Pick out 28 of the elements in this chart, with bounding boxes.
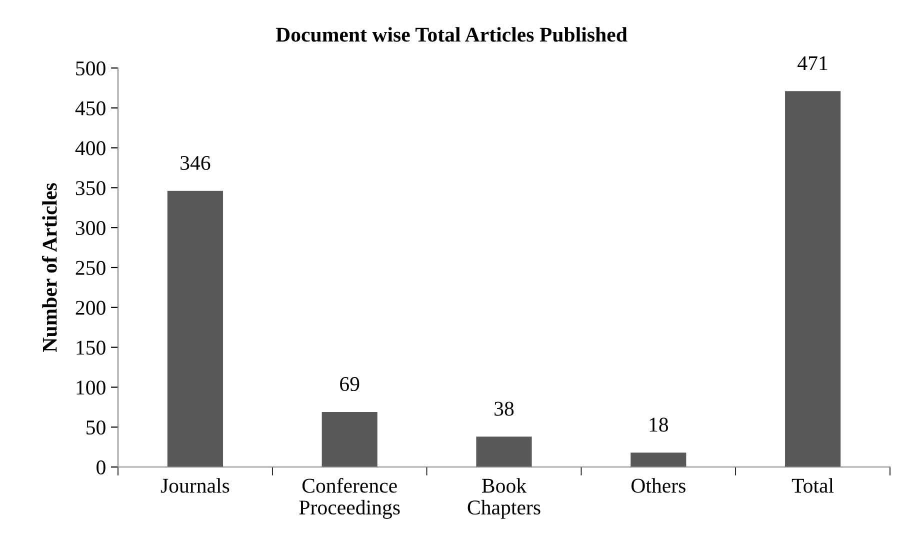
bar	[630, 452, 686, 467]
x-tick-label: Conference Proceedings	[299, 478, 400, 519]
y-tick-label: 0	[96, 460, 106, 474]
y-tick-label: 350	[76, 181, 106, 196]
data-label: 18	[650, 418, 668, 432]
x-tick-label: Others	[631, 478, 686, 493]
data-label: 471	[798, 56, 828, 70]
bar	[322, 412, 378, 467]
bar	[476, 436, 532, 467]
y-tick-label: 500	[76, 61, 106, 76]
data-label: 69	[340, 377, 360, 392]
chart-title: Document wise Total Articles Published	[276, 27, 628, 42]
y-axis-title: Number of Articles	[42, 183, 57, 352]
data-label: 346	[180, 156, 210, 170]
y-tick-label: 400	[75, 141, 106, 156]
data-label: 38	[494, 402, 514, 416]
y-tick-label: 200	[76, 300, 106, 315]
y-tick-label: 100	[76, 380, 106, 395]
x-tick-label: Book Chapters	[468, 478, 540, 519]
y-tick-label: 250	[76, 260, 106, 275]
y-tick-label: 300	[76, 220, 106, 236]
y-tick-label: 50	[86, 420, 106, 435]
x-tick-label: Total	[792, 478, 834, 493]
y-tick-label: 150	[76, 340, 106, 355]
y-tick-label: 450	[75, 101, 106, 116]
x-tick-label: Journals	[160, 478, 230, 493]
bar	[785, 91, 841, 467]
bar	[167, 190, 223, 467]
